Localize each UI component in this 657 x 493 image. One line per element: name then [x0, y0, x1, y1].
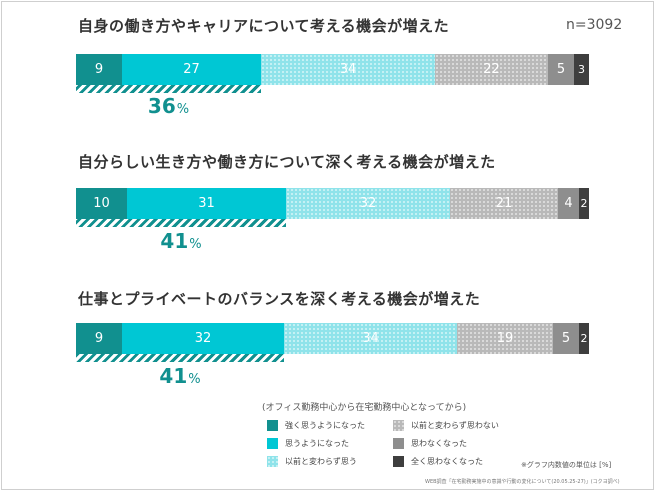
segment-think: 27: [122, 54, 261, 85]
segment-think: 31: [127, 188, 286, 219]
legend-item: 以前と変わらず思わない: [393, 420, 499, 431]
highlight-total: 41%: [160, 229, 201, 253]
stacked-bar: 9 32 34 19 5 2: [76, 323, 589, 354]
legend-item: 思うようになった: [267, 438, 349, 449]
segment-never-think: 2: [579, 323, 589, 354]
segment-not-think: 5: [553, 323, 579, 354]
unit-note: ※グラフ内数値の単位は [%]: [521, 461, 612, 469]
legend-item: 思わなくなった: [393, 438, 467, 449]
segment-never-think: 2: [579, 188, 589, 219]
highlight-total-value: 41: [160, 229, 189, 253]
highlight-total-value: 41: [159, 364, 188, 388]
legend-swatch: [393, 420, 404, 431]
legend-item: 強く思うようになった: [267, 420, 365, 431]
highlight-total-unit: %: [176, 102, 190, 117]
highlight-total: 41%: [159, 364, 200, 388]
segment-same-not-think: 21: [450, 188, 558, 219]
legend-swatch: [267, 420, 278, 431]
segment-not-think: 4: [558, 188, 579, 219]
highlight-bracket: [76, 219, 286, 227]
segment-strongly-think: 9: [76, 323, 122, 354]
legend-item: 全く思わなくなった: [393, 456, 483, 467]
sample-size: n=3092: [566, 17, 623, 33]
stacked-bar: 10 31 32 21 4 2: [76, 188, 589, 219]
source-note: WEB調査「在宅勤務実施中の意識や行動の変化について(20.05.25-27)」…: [425, 479, 620, 485]
legend-item: 以前と変わらず思う: [267, 456, 357, 467]
question-title: 自分らしい生き方や働き方について深く考える機会が増えた: [78, 153, 496, 171]
highlight-bracket: [76, 354, 284, 362]
legend-label: 以前と変わらず思う: [285, 457, 357, 466]
segment-not-think: 5: [548, 54, 574, 85]
legend-label: 以前と変わらず思わない: [411, 421, 499, 430]
segment-same-think: 34: [261, 54, 435, 85]
segment-strongly-think: 10: [76, 188, 127, 219]
segment-same-not-think: 19: [457, 323, 553, 354]
highlight-total: 36%: [148, 94, 189, 118]
highlight-bracket: [76, 85, 261, 93]
legend-swatch: [267, 438, 278, 449]
question-title: 自身の働き方やキャリアについて考える機会が増えた: [78, 17, 450, 35]
segment-think: 32: [122, 323, 284, 354]
segment-same-think: 32: [286, 188, 450, 219]
legend-label: 強く思うようになった: [285, 421, 365, 430]
legend-label: 思わなくなった: [411, 439, 467, 448]
legend-label: 全く思わなくなった: [411, 457, 483, 466]
legend-swatch: [393, 456, 404, 467]
stacked-bar: 9 27 34 22 5 3: [76, 54, 589, 85]
highlight-total-value: 36: [147, 94, 176, 118]
legend-swatch: [267, 456, 278, 467]
highlight-total-unit: %: [189, 237, 202, 252]
segment-strongly-think: 9: [76, 54, 122, 85]
segment-same-think: 34: [284, 323, 457, 354]
legend-label: 思うようになった: [285, 439, 349, 448]
highlight-total-unit: %: [188, 372, 201, 387]
question-title: 仕事とプライベートのバランスを深く考える機会が増えた: [78, 290, 481, 308]
segment-same-not-think: 22: [435, 54, 548, 85]
segment-never-think: 3: [574, 54, 589, 85]
legend-swatch: [393, 438, 404, 449]
legend-title: (オフィス勤務中心から在宅勤務中心となってから): [262, 403, 467, 413]
